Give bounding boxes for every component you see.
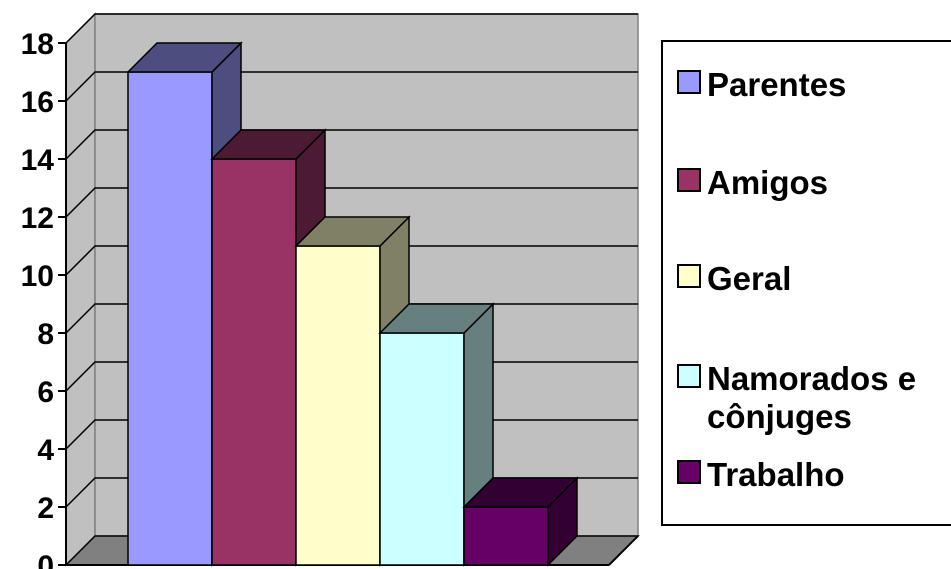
y-tick-labels: 0 2 4 6 8 10 12 14 16 18	[21, 28, 55, 569]
y-tick-label: 16	[21, 86, 54, 119]
legend-label: Amigos	[707, 164, 829, 201]
legend-item-parentes: Parentes	[677, 66, 846, 104]
legend-swatch	[677, 264, 701, 288]
y-tick-label: 0	[37, 550, 54, 569]
legend-label: Trabalho	[707, 456, 845, 493]
gridline	[65, 245, 638, 276]
gridline	[65, 13, 638, 44]
legend-label: Namorados e cônjuges	[707, 360, 917, 435]
y-tick-label: 18	[21, 28, 54, 61]
bar-5	[462, 476, 579, 567]
y-tick-label: 4	[37, 434, 54, 467]
bar-top	[126, 42, 243, 73]
gridline	[65, 71, 638, 102]
legend-item-amigos: Amigos	[677, 164, 828, 202]
gridline	[65, 129, 638, 160]
legend-item-geral: Geral	[677, 260, 791, 298]
y-tick-label: 2	[37, 492, 54, 525]
y-tick-label: 6	[37, 376, 54, 409]
legend-item-namorados: Namorados e cônjuges	[677, 360, 916, 436]
y-tick-label: 10	[21, 260, 54, 293]
gridline	[65, 187, 638, 218]
bar-top	[462, 477, 579, 508]
bar-front	[127, 71, 213, 566]
legend-swatch	[677, 168, 701, 192]
bar-top	[210, 129, 327, 160]
bar-front	[211, 158, 297, 566]
bar-top	[378, 303, 495, 334]
legend-label: Geral	[707, 260, 792, 297]
legend-swatch	[677, 364, 701, 388]
legend-swatch	[677, 70, 701, 94]
y-tick-label: 8	[37, 318, 54, 351]
bar-front	[379, 332, 465, 566]
legend-label: Parentes	[707, 66, 847, 103]
legend-item-trabalho: Trabalho	[677, 456, 845, 494]
bar-front	[295, 245, 381, 566]
legend-swatch	[677, 460, 701, 484]
bars	[126, 41, 579, 567]
y-tick-label: 14	[21, 144, 55, 177]
bar-top	[294, 216, 411, 247]
floor-edge	[608, 535, 639, 566]
y-tick-label: 12	[21, 202, 54, 235]
bar-front	[463, 506, 549, 566]
legend: Parentes Amigos Geral Namorados e cônjug…	[661, 40, 951, 526]
